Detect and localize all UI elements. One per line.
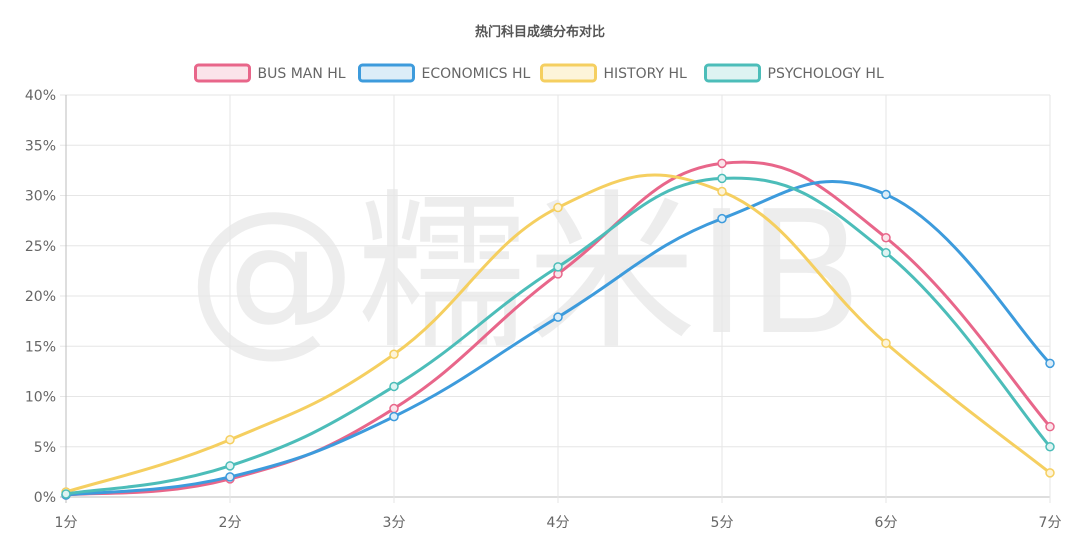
- legend-label: ECONOMICS HL: [422, 66, 531, 82]
- legend-swatch: [540, 63, 597, 83]
- series-layer: [61, 158, 1055, 500]
- x-axis: 1分 2分 3分 4分 5分 6分 7分: [55, 515, 1062, 531]
- y-tick-label: 5%: [34, 440, 56, 456]
- series-line: [64, 176, 1052, 496]
- data-point[interactable]: [225, 461, 235, 471]
- y-tick-label: 35%: [25, 138, 56, 154]
- series-line: [64, 160, 1052, 497]
- data-point[interactable]: [717, 173, 727, 184]
- legend-item[interactable]: HISTORY HL: [540, 63, 687, 83]
- data-point[interactable]: [881, 248, 891, 258]
- data-point[interactable]: [717, 213, 727, 224]
- data-point[interactable]: [717, 186, 727, 197]
- data-point[interactable]: [553, 262, 563, 272]
- legend-item[interactable]: ECONOMICS HL: [358, 63, 531, 83]
- x-tick-label: 4分: [547, 515, 570, 531]
- x-tick-label: 2分: [219, 515, 242, 531]
- y-tick-label: 15%: [25, 339, 56, 355]
- data-point[interactable]: [881, 189, 891, 200]
- x-tick-label: 6分: [875, 515, 898, 531]
- x-tick-label: 5分: [711, 515, 734, 531]
- data-point[interactable]: [389, 411, 399, 422]
- grid: [60, 94, 1051, 503]
- data-point[interactable]: [389, 403, 399, 414]
- data-point[interactable]: [717, 158, 727, 169]
- legend-label: HISTORY HL: [604, 66, 687, 82]
- data-point[interactable]: [389, 381, 399, 392]
- legend: BUS MAN HL ECONOMICS HL HISTORY HL PSYCHOLO…: [194, 63, 884, 83]
- y-tick-label: 30%: [25, 189, 56, 205]
- data-point[interactable]: [225, 472, 235, 482]
- legend-item[interactable]: PSYCHOLOGY HL: [704, 63, 884, 83]
- data-point[interactable]: [389, 349, 399, 360]
- legend-label: PSYCHOLOGY HL: [768, 66, 884, 82]
- x-tick-label: 3分: [383, 515, 406, 531]
- x-tick-label: 7分: [1039, 515, 1062, 531]
- y-tick-label: 25%: [25, 239, 56, 255]
- data-point[interactable]: [1045, 468, 1055, 478]
- data-point[interactable]: [881, 338, 891, 348]
- legend-label: BUS MAN HL: [258, 66, 346, 82]
- data-point[interactable]: [61, 489, 71, 499]
- watermark: @糯米IB: [187, 175, 864, 373]
- legend-swatch: [704, 63, 761, 83]
- y-axis: 0% 5% 10% 15% 20% 25% 30% 35% 40%: [25, 88, 56, 506]
- data-point[interactable]: [881, 232, 891, 243]
- data-point[interactable]: [1045, 421, 1055, 432]
- y-tick-label: 10%: [25, 390, 56, 406]
- data-point[interactable]: [225, 434, 235, 445]
- series-psychology-hl: [61, 173, 1055, 499]
- data-point[interactable]: [1045, 442, 1055, 452]
- data-point[interactable]: [553, 312, 563, 322]
- y-tick-label: 0%: [34, 490, 56, 506]
- legend-item[interactable]: BUS MAN HL: [194, 63, 346, 83]
- chart-title: 热门科目成绩分布对比: [475, 24, 605, 40]
- y-tick-label: 20%: [25, 289, 56, 305]
- legend-swatch: [358, 63, 415, 83]
- data-point[interactable]: [553, 202, 563, 213]
- y-tick-label: 40%: [25, 88, 56, 104]
- x-tick-label: 1分: [55, 515, 78, 531]
- data-point[interactable]: [1045, 358, 1055, 369]
- legend-swatch: [194, 63, 251, 83]
